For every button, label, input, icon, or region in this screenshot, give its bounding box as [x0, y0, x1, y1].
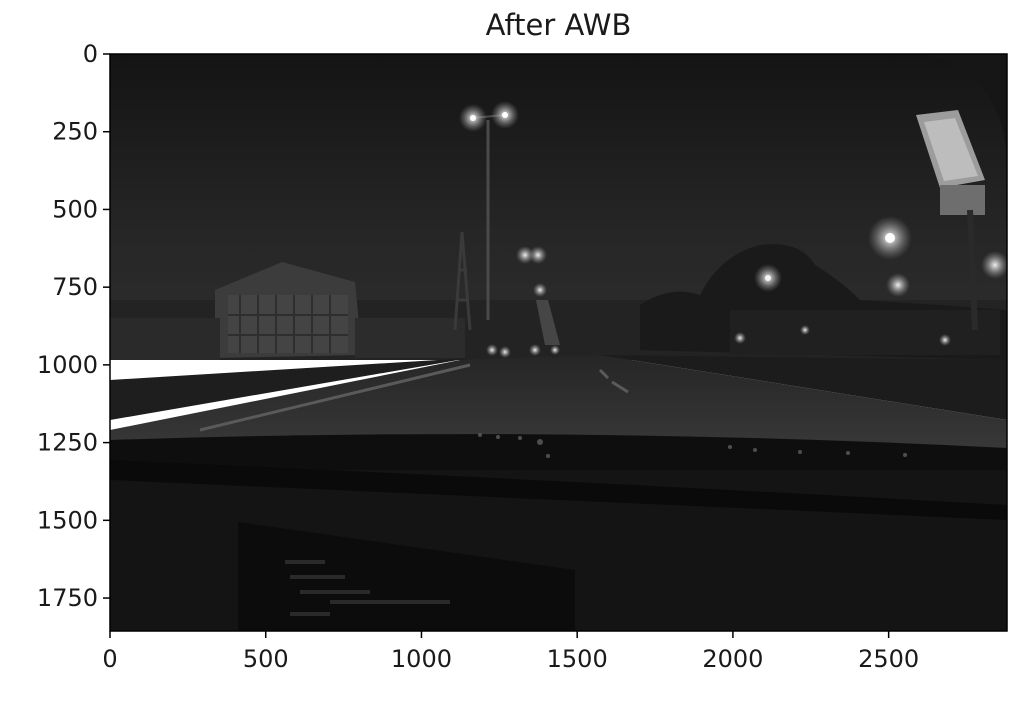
axes-frame: [109, 53, 1008, 632]
dashboard: [110, 434, 1007, 631]
y-tick-label: 1750: [37, 584, 98, 612]
x-tick-label: 2000: [702, 645, 763, 673]
x-tick-label: 0: [102, 645, 117, 673]
x-tick-label: 500: [243, 645, 289, 673]
y-tick-label: 1000: [37, 351, 98, 379]
left-building: [110, 262, 465, 360]
radio-tower: [453, 231, 472, 331]
x-tick-label: 1500: [547, 645, 608, 673]
windshield-droplets: [478, 433, 907, 458]
y-tick-label: 750: [52, 273, 98, 301]
x-tick-label: 2500: [858, 645, 919, 673]
photo-image: [110, 54, 1007, 631]
x-tick-label: 1000: [391, 645, 452, 673]
y-tick-label: 500: [52, 195, 98, 223]
y-tick-label: 250: [52, 118, 98, 146]
light-sources: [459, 101, 1007, 358]
roadside-sign: [916, 110, 985, 331]
y-tick-label: 1250: [37, 429, 98, 457]
y-tick-label: 1500: [37, 506, 98, 534]
y-axis: 0 250 500 750 1000 1250 1500 1750: [37, 40, 110, 612]
plot-title: After AWB: [485, 8, 632, 42]
y-tick-label: 0: [83, 40, 98, 68]
right-treeline: [640, 54, 1007, 360]
road: [110, 355, 1007, 460]
x-axis: 0 500 1000 1500 2000 2500: [102, 631, 919, 673]
lane-markings: [199, 363, 629, 432]
